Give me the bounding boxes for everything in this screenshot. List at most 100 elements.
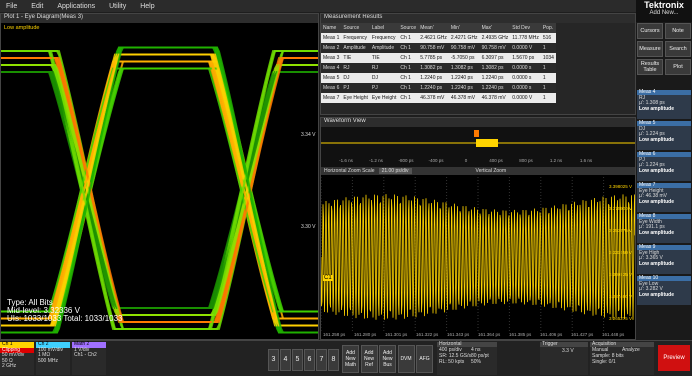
- x-label: 161.385 ps: [509, 332, 531, 337]
- table-row: Meas 4RJRJCh 11.3082 ps1.3082 ps1.3082 p…: [321, 63, 556, 73]
- cell: 1.2240 ps: [418, 73, 449, 83]
- side-button[interactable]: Measure: [637, 41, 663, 57]
- cell: PJ: [370, 83, 398, 93]
- cell: 1: [541, 83, 556, 93]
- add-button[interactable]: Add New Bus: [379, 345, 396, 373]
- header-row: NameSourceLabelSourceMean'Min'Max'Std De…: [321, 23, 556, 33]
- x-label: 161.280 ps: [354, 332, 376, 337]
- cell: DJ: [341, 73, 369, 83]
- side-button[interactable]: Plot: [665, 59, 691, 75]
- side-button[interactable]: Note: [665, 23, 691, 39]
- add-button[interactable]: Add New Math: [342, 345, 359, 373]
- menu-item[interactable]: Applications: [57, 3, 95, 10]
- card-warning: Low amplitude: [639, 262, 689, 268]
- add-button[interactable]: AFG: [416, 345, 433, 373]
- add-new[interactable]: Add New...: [636, 10, 692, 16]
- overview-tick: 400 ps: [489, 158, 503, 163]
- side-button[interactable]: Cursors: [637, 23, 663, 39]
- cell: 516: [541, 33, 556, 43]
- channel-button[interactable]: 3: [268, 349, 279, 371]
- menu-item[interactable]: Utility: [109, 3, 126, 10]
- cell: 46.378 mV: [480, 93, 511, 103]
- cell: 1.2240 ps: [418, 83, 449, 93]
- y-label: 3.398025 V: [609, 184, 632, 189]
- cell: Amplitude: [370, 43, 398, 53]
- cell: PJ: [341, 83, 369, 93]
- overview-tick: -1.6 ns: [339, 158, 354, 163]
- scope-screen: File Edit Applications Utility Help Tektroni…: [0, 0, 692, 376]
- card-warning: Low amplitude: [639, 293, 689, 299]
- x-label: 161.406 ps: [540, 332, 562, 337]
- column-header: Mean': [418, 23, 449, 33]
- cell: Amplitude: [341, 43, 369, 53]
- panel-title: Plot 1 - Eye Diagram(Meas 3): [1, 14, 318, 23]
- column-header: Pop.: [541, 23, 556, 33]
- cell: 2.4621 GHz: [418, 33, 449, 43]
- cell: 0.0000 s: [510, 83, 541, 93]
- channel-button[interactable]: 8: [328, 349, 339, 371]
- overview-tick: 1.2 ns: [550, 158, 563, 163]
- column-header: Source: [341, 23, 369, 33]
- cell: 1: [541, 63, 556, 73]
- menu-item[interactable]: File: [6, 3, 17, 10]
- channel-button[interactable]: 4: [280, 349, 291, 371]
- side-button[interactable]: Results Table: [637, 59, 663, 75]
- cell: 1: [541, 93, 556, 103]
- column-header: Source: [398, 23, 418, 33]
- y-label: 3.309525 V: [609, 272, 632, 277]
- add-button[interactable]: DVM: [398, 345, 415, 373]
- cell: 1.2240 ps: [449, 73, 480, 83]
- menu-bar: File Edit Applications Utility Help: [0, 0, 636, 12]
- cell: Ch 1: [398, 63, 418, 73]
- cell: 46.378 mV: [449, 93, 480, 103]
- cell: 90.758 mV: [418, 43, 449, 53]
- results-table: NameSourceLabelSourceMean'Min'Max'Std De…: [321, 23, 556, 103]
- cell: Meas 4: [321, 63, 341, 73]
- cell: 1.3082 ps: [480, 63, 511, 73]
- cell: 0.0000 s: [510, 73, 541, 83]
- x-label: 161.322 ps: [416, 332, 438, 337]
- cell: Frequency: [370, 33, 398, 43]
- card-warning: Low amplitude: [639, 231, 689, 237]
- preview-button[interactable]: Preview: [658, 345, 690, 371]
- zoom-value[interactable]: 21.00 ps/div: [379, 168, 412, 174]
- menu-item[interactable]: Help: [140, 3, 154, 10]
- eye-info: Type: All BitsMid-level: 3.32336 VUIs: 1…: [7, 299, 123, 323]
- cell: TIE: [341, 53, 369, 63]
- zoom-label: Horizontal Zoom Scale: [324, 168, 375, 174]
- channel-button[interactable]: 7: [316, 349, 327, 371]
- cell: 1: [541, 73, 556, 83]
- badge-line: 500 MHz: [36, 359, 70, 365]
- channel-button[interactable]: 5: [292, 349, 303, 371]
- eye-diagram-panel: Plot 1 - Eye Diagram(Meas 3) Low amplitu…: [0, 13, 319, 340]
- channel-button[interactable]: 6: [304, 349, 315, 371]
- overview-tick: 800 ps: [519, 158, 533, 163]
- cell: DJ: [370, 73, 398, 83]
- eye-plot: [1, 24, 318, 339]
- side-button[interactable]: Search: [665, 41, 691, 57]
- overview-tick: -400 ps: [428, 158, 444, 163]
- menu-item[interactable]: Edit: [31, 3, 43, 10]
- y-label: 3.375900 V: [609, 206, 632, 211]
- column-header: Label: [370, 23, 398, 33]
- cell: 11.778 MHz: [510, 33, 541, 43]
- brand: Tektronix Add New...: [636, 0, 692, 22]
- add-button[interactable]: Add New Ref: [361, 345, 378, 373]
- table-row: Meas 3TIETIECh 15.7785 ps-5.7050 ps6.309…: [321, 53, 556, 63]
- x-label: 161.301 ps: [385, 332, 407, 337]
